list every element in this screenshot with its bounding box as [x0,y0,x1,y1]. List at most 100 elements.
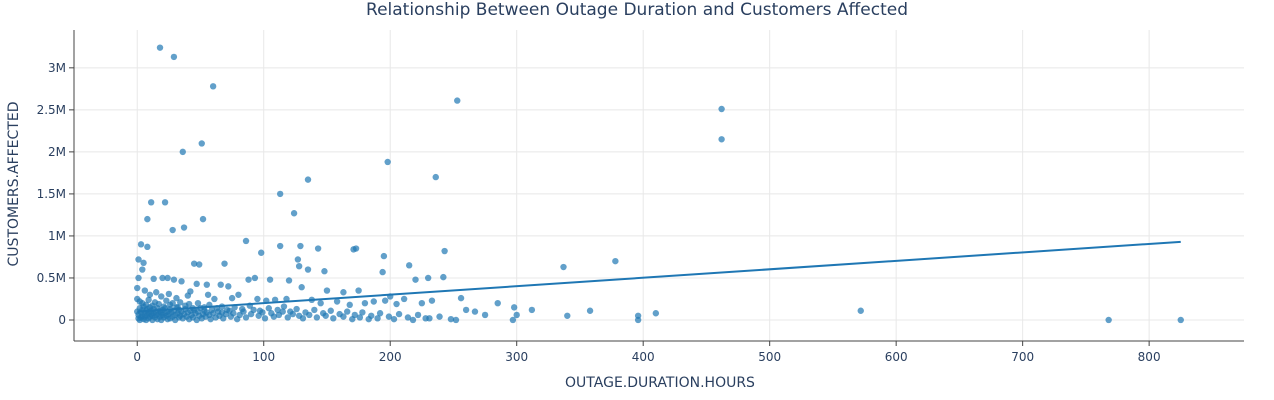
data-point [857,307,864,314]
data-point [452,316,460,324]
data-points [134,44,1184,324]
data-point [169,299,176,307]
data-point [228,294,236,302]
data-point [221,260,228,267]
data-point [350,246,357,253]
data-point [457,294,465,302]
data-point [313,314,321,321]
data-point [330,315,337,322]
data-point [405,262,413,269]
data-point [436,313,443,320]
data-point [165,290,173,298]
data-point [321,268,328,275]
data-point [156,44,164,51]
data-point [294,256,302,263]
data-point [169,226,176,234]
x-tick-label: 300 [505,350,528,364]
data-point [225,283,232,290]
data-point [185,300,193,308]
data-point [376,310,384,317]
data-point [242,314,250,321]
data-point [190,260,198,267]
data-point [440,273,447,281]
data-point [564,312,571,319]
data-point [235,291,242,298]
data-point [258,249,265,256]
data-point [586,307,594,314]
x-tick-label: 200 [379,350,402,364]
data-point [652,310,660,317]
data-point [161,199,169,206]
data-point [314,245,322,252]
data-point [153,289,160,296]
data-point [261,315,269,322]
data-point [346,301,353,309]
y-tick-label: 0.5M [37,271,66,285]
data-point [454,97,461,104]
data-point [240,308,247,315]
data-point [298,284,305,291]
data-point [279,308,286,315]
data-point [481,311,489,319]
data-point [217,281,224,288]
data-point [414,311,422,319]
data-point [211,295,218,303]
data-point [384,158,391,166]
x-tick-label: 400 [632,350,655,364]
data-point [180,224,188,231]
trendline [137,240,1181,313]
data-point [412,276,419,283]
data-point [194,299,202,307]
data-point [178,278,185,285]
data-point [361,299,369,307]
data-point [290,210,298,217]
data-point [170,276,178,283]
data-point [365,315,372,323]
data-point [265,305,272,312]
y-tick-label: 1.5M [37,187,66,201]
data-point [1105,316,1112,324]
data-point [370,298,377,305]
data-point [135,256,142,263]
x-tick-label: 600 [885,350,908,364]
data-point [381,297,389,304]
data-point [299,315,307,322]
data-point [432,173,439,181]
x-tick-label: 100 [252,350,275,364]
x-tick-label: 500 [758,350,781,364]
data-point [634,316,642,324]
data-point [203,281,211,288]
data-point [276,242,284,250]
data-point [280,303,288,310]
data-point [242,237,250,245]
data-point [144,243,151,251]
y-tick-label: 3M [48,61,66,75]
data-point [173,294,180,302]
data-point [404,314,412,321]
data-point [274,306,281,314]
data-point [323,287,331,294]
x-tick-label: 800 [1138,350,1161,364]
data-point [304,266,312,273]
data-point [204,291,212,298]
data-point [163,297,170,304]
data-point [718,136,725,143]
data-point [250,306,257,314]
data-point [304,176,312,183]
data-point [230,310,237,317]
data-point [395,310,403,318]
data-point [359,309,366,316]
data-point [355,287,362,294]
data-point [424,274,432,282]
data-point [471,308,479,315]
data-point [528,306,536,314]
data-point [137,241,145,248]
data-point [428,297,436,304]
data-point [306,311,313,319]
data-point [140,259,147,267]
data-point [209,83,217,90]
data-point [179,148,186,156]
chart-title: Relationship Between Outage Duration and… [366,0,908,20]
data-point [297,242,304,250]
data-point [147,199,155,206]
